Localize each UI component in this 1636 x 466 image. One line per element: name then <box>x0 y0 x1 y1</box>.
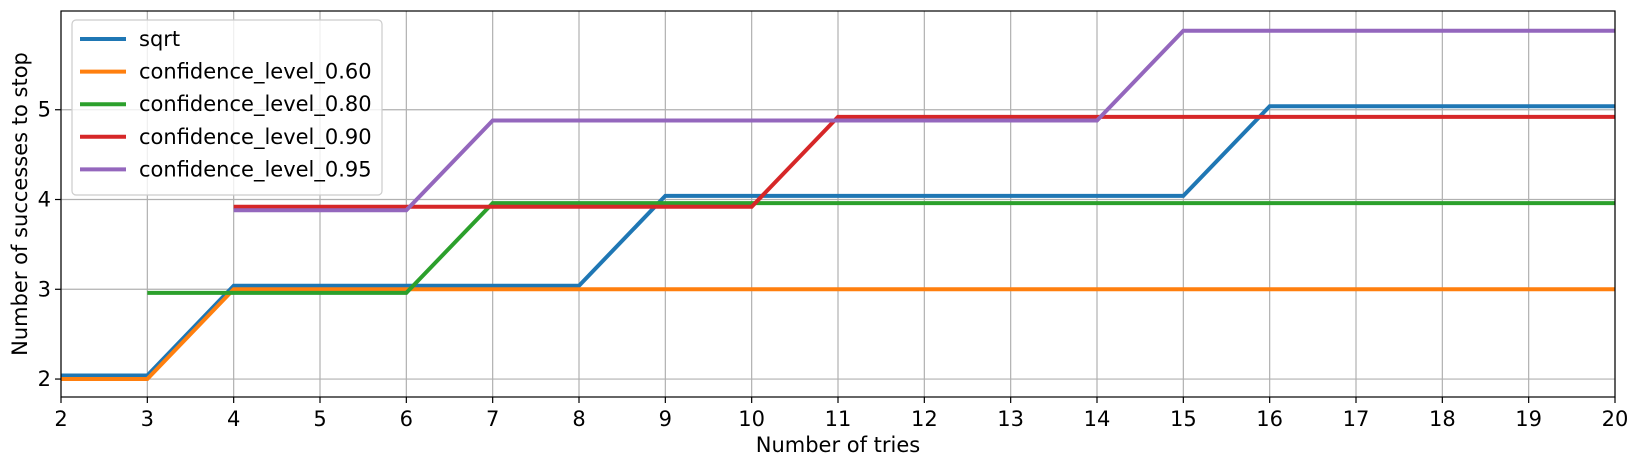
y-tick-label: 4 <box>38 188 51 212</box>
legend-label: confidence_level_0.95 <box>139 157 372 182</box>
legend-box <box>71 19 383 196</box>
x-tick-label: 7 <box>486 407 499 431</box>
x-tick-label: 12 <box>911 407 938 431</box>
x-tick-label: 15 <box>1170 407 1197 431</box>
series-line-4 <box>233 28 1615 213</box>
x-tick-label: 4 <box>227 407 240 431</box>
x-tick-label: 8 <box>572 407 585 431</box>
legend: sqrt confidence_level_0.60 confidence_leve… <box>71 19 383 196</box>
series-line-0 <box>61 104 1615 378</box>
series-line-2 <box>147 201 1615 295</box>
x-tick-label: 20 <box>1602 407 1629 431</box>
x-tick-label: 13 <box>997 407 1024 431</box>
x-tick-label: 19 <box>1515 407 1542 431</box>
y-axis-label: Number of successes to stop <box>8 52 32 356</box>
y-tick-label: 3 <box>38 277 51 301</box>
x-tick-label: 3 <box>141 407 154 431</box>
x-tick-label: 11 <box>825 407 852 431</box>
x-tick-label: 14 <box>1084 407 1111 431</box>
x-tick-label: 5 <box>313 407 326 431</box>
legend-label: confidence_level_0.90 <box>139 125 372 150</box>
x-tick-label: 2 <box>54 407 67 431</box>
legend-label: confidence_level_0.60 <box>139 60 372 85</box>
x-tick-label: 9 <box>659 407 672 431</box>
legend-label: confidence_level_0.80 <box>139 92 372 117</box>
y-tick-label: 2 <box>38 367 51 391</box>
x-tick-label: 17 <box>1343 407 1370 431</box>
x-tick-label: 18 <box>1429 407 1456 431</box>
series-line-1 <box>61 287 1615 381</box>
series-layer <box>61 28 1615 381</box>
ticks: 2 3 4 5 6 7 8 9 10 11 12 13 14 15 16 17 18 19 20 2 3 4 5 <box>38 98 1629 431</box>
legend-label: sqrt <box>139 27 180 51</box>
x-tick-label: 6 <box>400 407 413 431</box>
series-line-3 <box>233 114 1615 209</box>
x-tick-label: 10 <box>738 407 765 431</box>
x-axis-label: Number of tries <box>756 433 921 457</box>
y-tick-label: 5 <box>38 98 51 122</box>
x-tick-label: 16 <box>1256 407 1283 431</box>
